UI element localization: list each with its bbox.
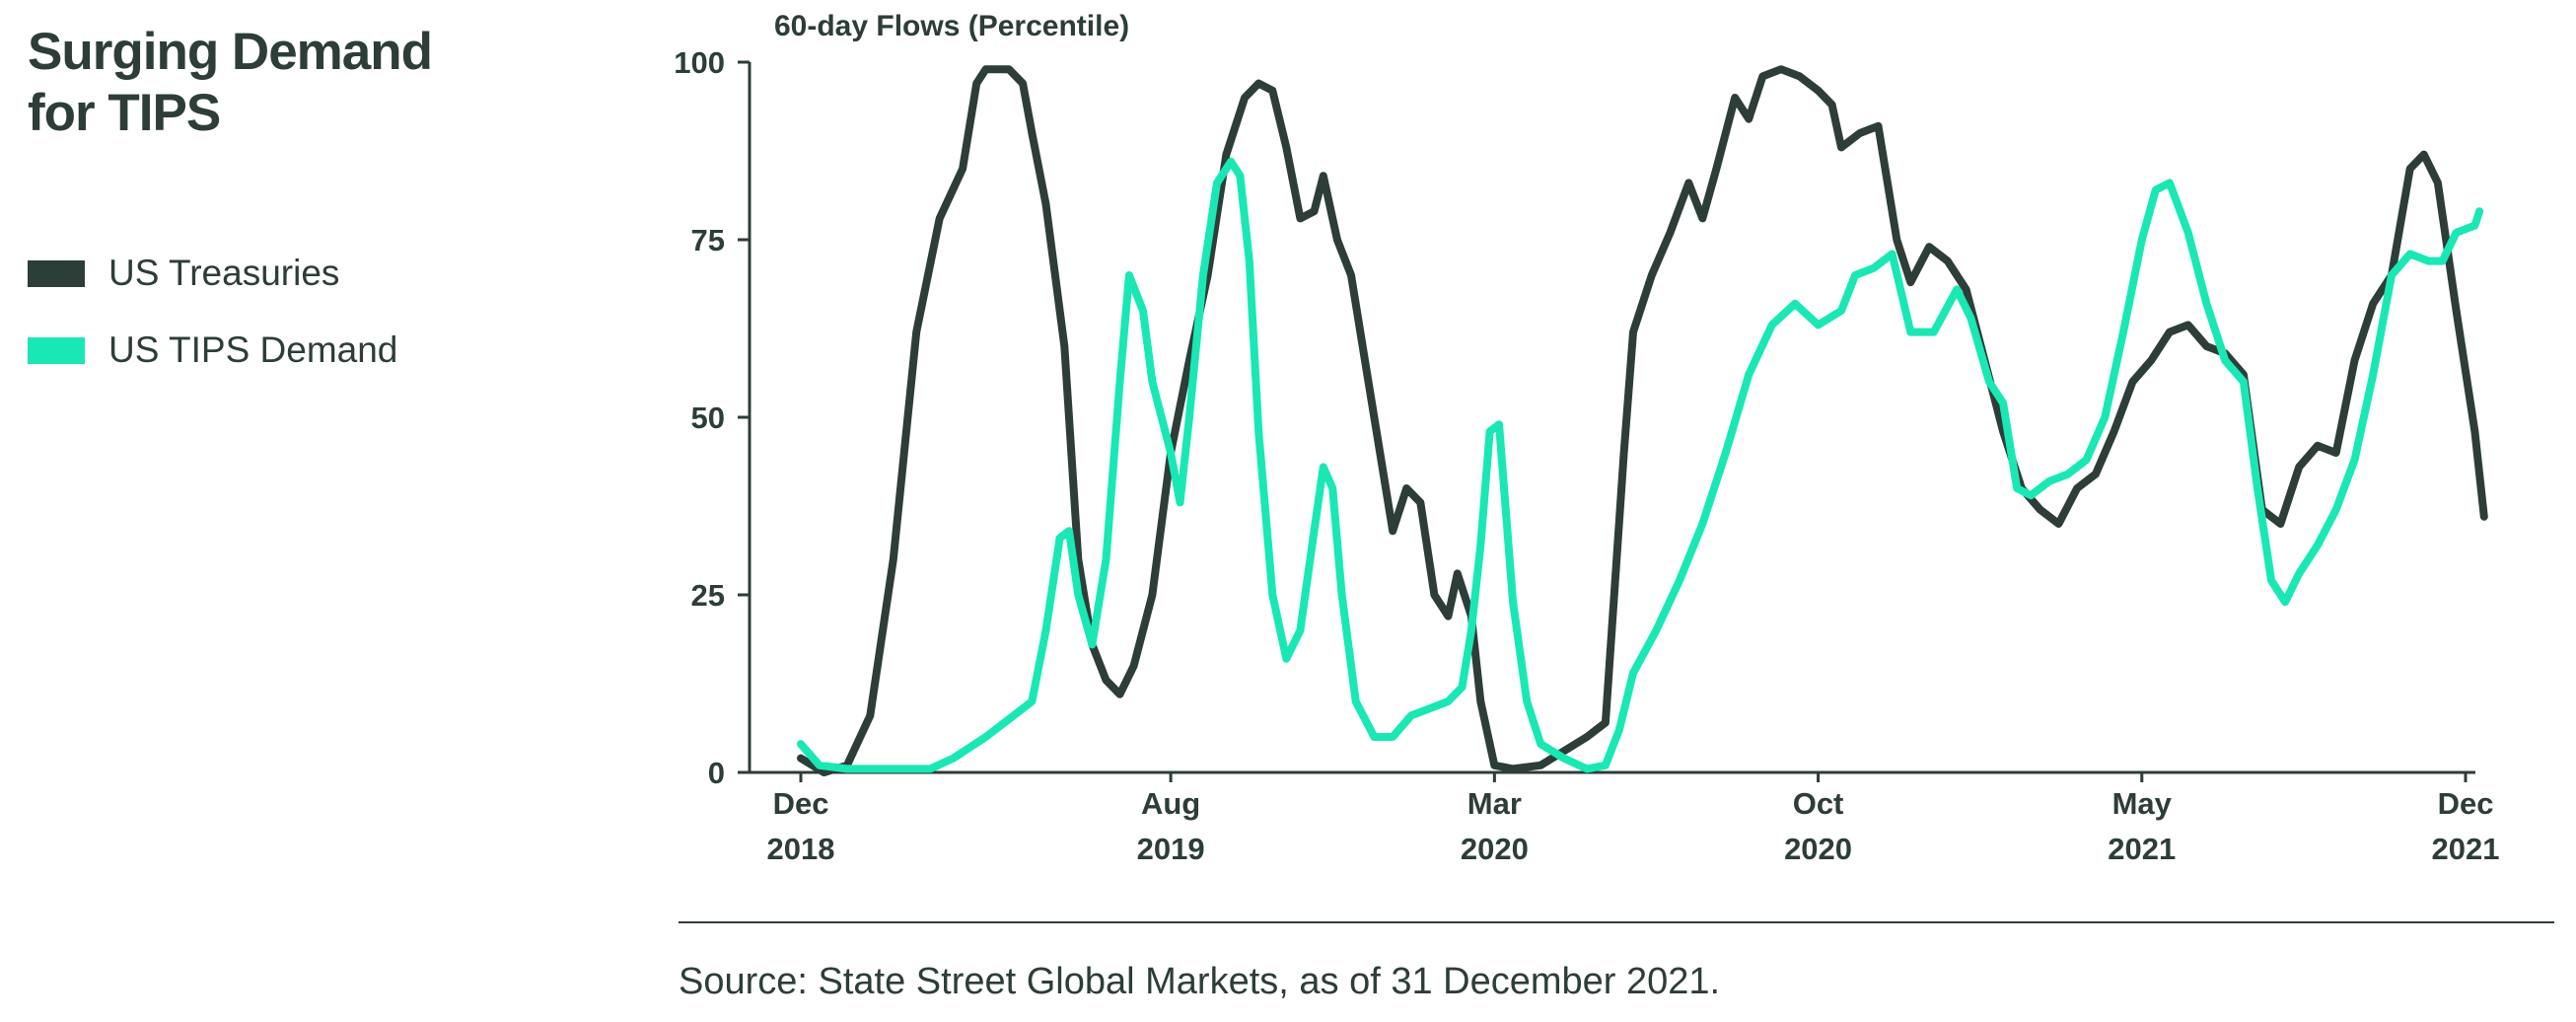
x-tick-label-month: Mar: [1467, 786, 1522, 821]
legend-swatch-treasuries: [28, 259, 85, 287]
chart-title: 60-day Flows (Percentile): [774, 10, 1129, 42]
chart-heading: Surging Demand for TIPS: [28, 22, 433, 144]
x-tick-label-year: 2020: [1461, 832, 1529, 866]
x-tick-label-year: 2021: [2432, 832, 2500, 866]
x-tick-label-month: May: [2112, 786, 2173, 821]
x-tick-label-year: 2019: [1137, 832, 1205, 866]
legend-label-treasuries: US Treasuries: [108, 253, 340, 293]
chart-heading-line2: for TIPS: [28, 84, 221, 142]
y-tick-label: 100: [674, 45, 725, 80]
legend-swatch-tips: [28, 336, 85, 364]
x-tick-label-month: Aug: [1141, 786, 1200, 821]
series-line-treasuries: [797, 65, 2488, 776]
series-line-tips: [797, 157, 2484, 773]
x-tick-label-year: 2021: [2108, 832, 2176, 866]
x-tick-label-month: Oct: [1793, 786, 1844, 821]
source-note: Source: State Street Global Markets, as …: [679, 961, 1721, 1002]
x-tick-label-month: Dec: [773, 786, 829, 821]
chart-heading-line1: Surging Demand: [28, 23, 433, 81]
y-tick-label: 25: [691, 578, 725, 613]
y-tick-label: 0: [708, 756, 725, 790]
legend-item-tips: US TIPS Demand: [28, 329, 398, 370]
x-tick-label-year: 2018: [767, 832, 835, 866]
legend-label-tips: US TIPS Demand: [108, 329, 398, 370]
y-tick-label: 50: [691, 401, 725, 435]
x-tick-label-year: 2020: [1784, 832, 1852, 866]
y-tick-label: 75: [691, 223, 725, 257]
legend: US Treasuries US TIPS Demand: [28, 253, 398, 408]
x-tick-label-month: Dec: [2438, 786, 2494, 821]
legend-item-treasuries: US Treasuries: [28, 253, 397, 293]
